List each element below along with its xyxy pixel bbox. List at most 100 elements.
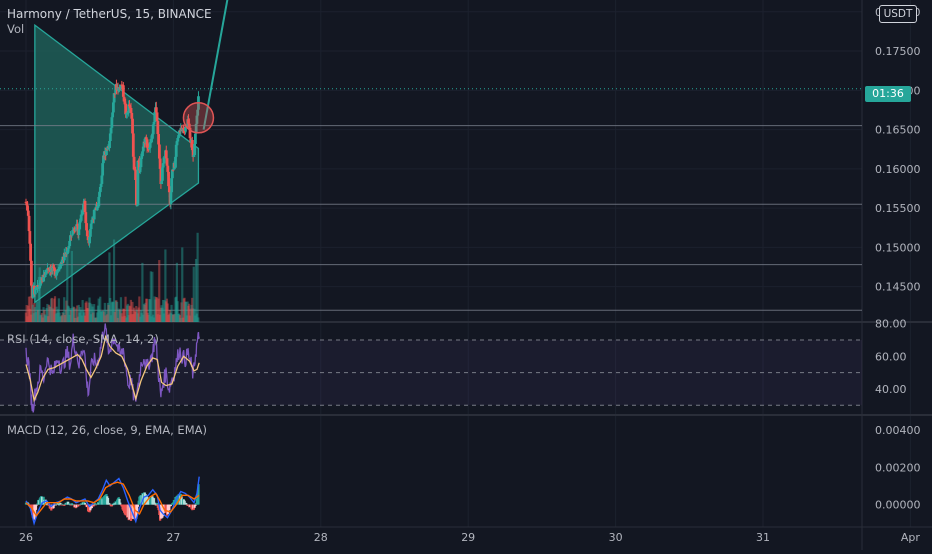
volume-bar [182, 298, 185, 322]
volume-bar [65, 300, 68, 322]
volume-bar [190, 304, 193, 322]
candle [187, 123, 191, 128]
macd-histogram-bar [108, 503, 111, 505]
volume-bar [89, 302, 92, 322]
volume-bar [119, 309, 122, 322]
volume-bar [161, 307, 164, 322]
volume-bar [175, 262, 178, 322]
volume-bar [33, 307, 37, 322]
candle [135, 205, 139, 207]
rsi-tick-label: 40.00 [875, 383, 907, 396]
volume-bar [35, 301, 38, 322]
currency-badge[interactable]: USDT [879, 5, 917, 23]
volume-bar [24, 312, 27, 322]
volume-bar [88, 297, 91, 322]
candle [105, 149, 109, 151]
candle [43, 274, 47, 278]
candle [88, 236, 92, 244]
volume-bar [168, 309, 172, 322]
candle [52, 266, 55, 268]
volume-bar [103, 302, 106, 322]
candle [167, 186, 171, 193]
candle [144, 137, 148, 140]
volume-bar [102, 310, 105, 322]
candle [160, 180, 164, 185]
candle [39, 280, 42, 286]
volume-bar [142, 303, 146, 322]
candle [193, 143, 197, 155]
candle [166, 165, 170, 172]
volume-bar [100, 311, 103, 322]
volume-bar [93, 304, 96, 322]
candle [181, 128, 185, 130]
volume-bar [167, 315, 170, 322]
candle [170, 169, 174, 179]
volume-bar [58, 312, 61, 322]
macd-histogram-bar [94, 504, 97, 506]
date-tick-label: 28 [314, 531, 328, 544]
volume-bar [193, 308, 196, 322]
volume-bar [63, 315, 67, 322]
volume-bar [176, 301, 179, 322]
candle [66, 248, 70, 251]
candle [176, 138, 180, 142]
volume-bar [125, 305, 129, 322]
candle [25, 201, 29, 206]
candle [92, 210, 96, 220]
candle [129, 108, 133, 113]
macd-histogram-bar [93, 502, 97, 505]
volume-bar [130, 314, 133, 322]
candle [27, 215, 31, 232]
volume-bar [86, 308, 89, 322]
candle [159, 168, 163, 185]
volume-bar [86, 308, 90, 322]
rsi-ma-line [25, 334, 200, 403]
volume-bar [92, 312, 95, 322]
volume-bar [118, 310, 121, 322]
candle [138, 167, 142, 171]
volume-bar [177, 313, 180, 322]
volume-bar [37, 276, 41, 322]
volume-bar [81, 300, 84, 322]
date-tick-label: 26 [19, 531, 33, 544]
volume-bar [120, 313, 123, 322]
volume-bar [53, 296, 57, 322]
candle [78, 222, 82, 230]
candle [51, 266, 55, 271]
date-tick-label: 29 [461, 531, 475, 544]
candle [29, 243, 32, 261]
candle [79, 214, 83, 221]
volume-bar [36, 301, 39, 322]
candle [174, 144, 178, 157]
candle [31, 287, 35, 298]
volume-bar [60, 315, 63, 322]
volume-bar [83, 312, 86, 322]
volume-bar [79, 307, 82, 322]
volume-bar [112, 302, 115, 322]
volume-bar [57, 298, 60, 322]
candle [75, 224, 78, 230]
candle [148, 142, 152, 148]
volume-bar [27, 296, 31, 322]
volume-bar [62, 312, 65, 322]
macd-histogram-bar [60, 504, 63, 506]
volume-bar [67, 306, 70, 322]
volume-bar [76, 305, 79, 322]
volume-bar [179, 317, 182, 322]
volume-bar [28, 308, 31, 322]
volume-bar [97, 298, 100, 322]
candle [128, 106, 132, 109]
volume-bar [50, 297, 54, 322]
candle [171, 169, 175, 171]
volume-bar [45, 308, 48, 322]
candle [62, 253, 66, 261]
candle [157, 144, 161, 159]
volume-bar [189, 308, 192, 322]
volume-bar [82, 310, 85, 322]
candle [100, 175, 104, 184]
volume-bar [152, 317, 156, 322]
volume-bar [90, 304, 93, 322]
candle [59, 263, 62, 269]
